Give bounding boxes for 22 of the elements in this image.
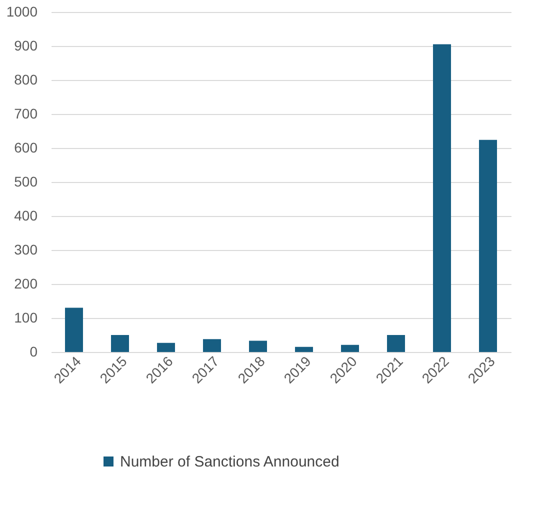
y-tick-label: 700 xyxy=(14,106,38,122)
y-tick-label: 500 xyxy=(14,174,38,190)
bar xyxy=(249,340,267,352)
legend-label: Number of Sanctions Announced xyxy=(120,454,340,470)
y-tick-label: 0 xyxy=(30,344,38,360)
y-tick-label: 1000 xyxy=(6,4,38,20)
bar xyxy=(341,344,359,352)
y-tick-label: 900 xyxy=(14,38,38,54)
bar xyxy=(157,342,175,352)
y-tick-label: 600 xyxy=(14,140,38,156)
y-tick-label: 800 xyxy=(14,72,38,88)
y-tick-label: 200 xyxy=(14,276,38,292)
bar xyxy=(433,44,451,352)
bar xyxy=(295,346,313,352)
bar xyxy=(111,335,129,352)
bar xyxy=(479,140,497,352)
bar xyxy=(387,335,405,352)
bar xyxy=(65,308,83,352)
bar xyxy=(203,339,221,352)
y-tick-label: 300 xyxy=(14,242,38,258)
y-tick-label: 100 xyxy=(14,310,38,326)
y-tick-label: 400 xyxy=(14,208,38,224)
